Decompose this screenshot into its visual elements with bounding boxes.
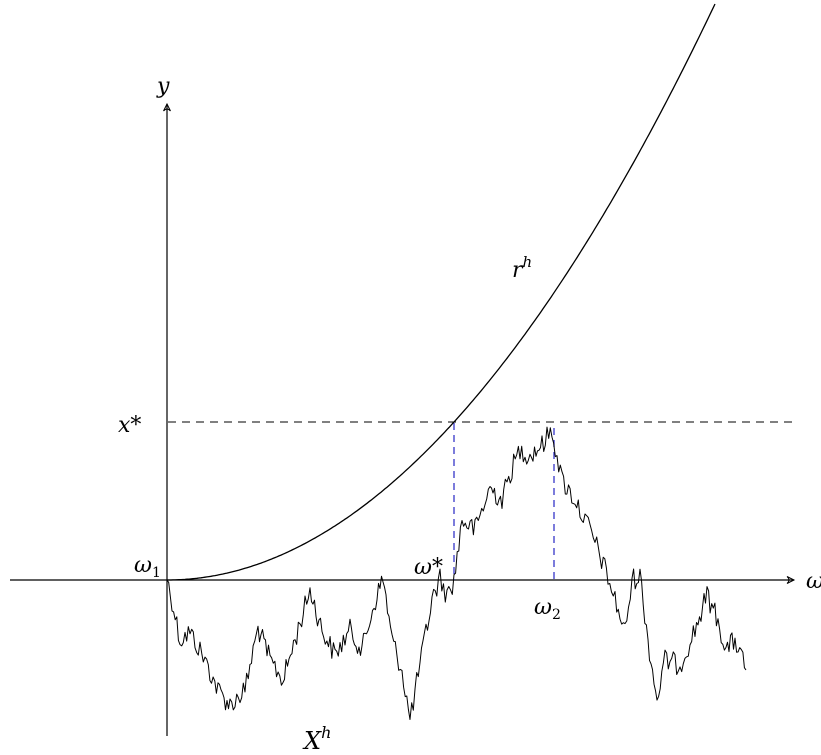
x-axis-label: ω [806,569,821,594]
r-h-label: rh [512,253,532,283]
y-axis-label: y [156,74,170,99]
omega-star-label: ω* [414,555,443,580]
x-h-superscript: h [321,723,331,742]
x-h-label: Xh [302,723,331,755]
r-h-superscript: h [523,253,533,271]
omega-2-subscript: 2 [552,607,561,623]
x-star-label: x* [118,413,141,438]
omega-1-subscript: 1 [152,565,161,581]
x-h-random-path [166,426,747,720]
x-h-symbol: X [302,727,322,755]
omega-2-label: ω2 [534,595,561,623]
omega-1-symbol: ω [134,553,152,578]
omega-2-symbol: ω [534,595,552,620]
r-h-curve [167,3,716,581]
omega-1-label: ω1 [134,553,161,581]
r-h-symbol: r [512,258,524,283]
